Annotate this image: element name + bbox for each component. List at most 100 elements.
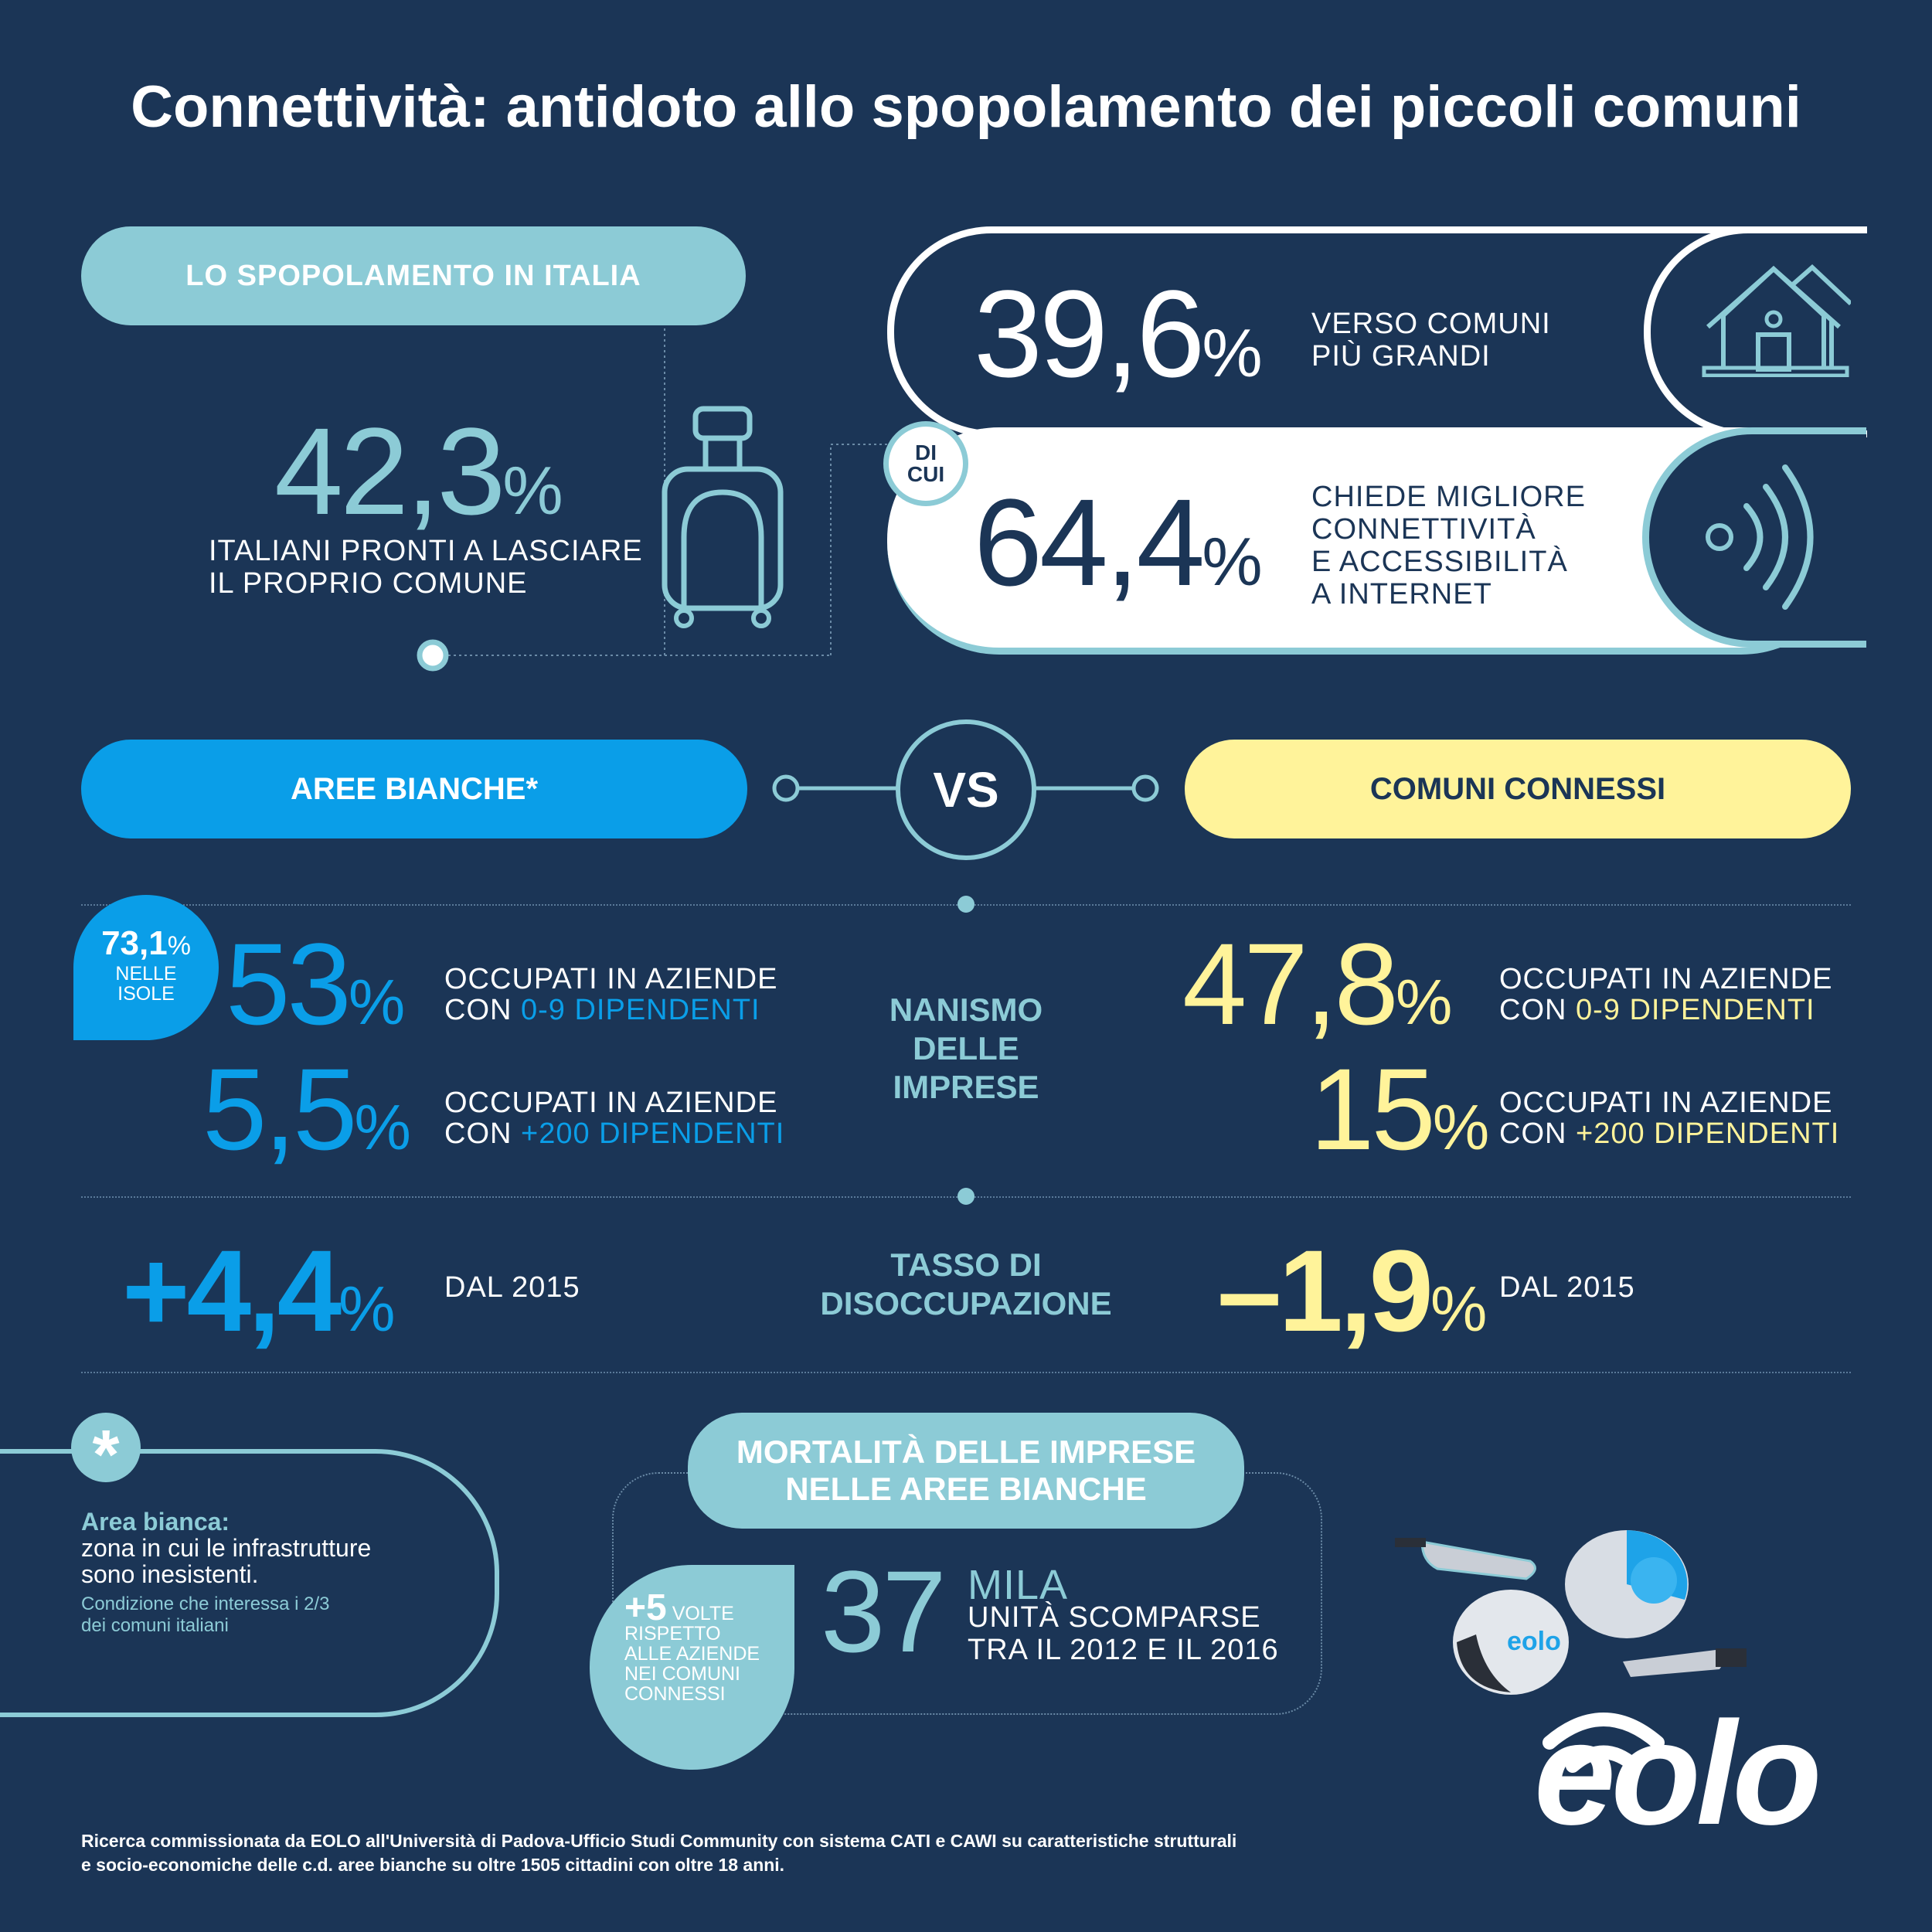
note-line: sono inesistenti. bbox=[81, 1560, 259, 1588]
caption-line: IL PROPRIO COMUNE bbox=[209, 567, 528, 600]
divider-dot bbox=[957, 896, 975, 913]
larger-towns-caption: VERSO COMUNI PIÙ GRANDI bbox=[1311, 308, 1551, 372]
caption-line: VERSO COMUNI bbox=[1311, 308, 1551, 340]
aree-large-value: 5,5% bbox=[202, 1051, 411, 1167]
isole-badge bbox=[73, 895, 219, 1040]
range-label: 0-9 DIPENDENTI bbox=[521, 994, 760, 1026]
caption-line: CON bbox=[1499, 1117, 1576, 1150]
percent-sign: % bbox=[348, 967, 406, 1038]
larger-towns-value: 39,6% bbox=[974, 272, 1263, 396]
eolo-devices-illustration: eolo bbox=[1395, 1530, 1747, 1695]
label-line: DISOCCUPAZIONE bbox=[820, 1285, 1112, 1321]
caption-line: CON bbox=[444, 994, 521, 1026]
caption-line: CON bbox=[1499, 994, 1576, 1026]
connectivity-number: 64,4 bbox=[974, 473, 1205, 611]
di-cui-badge: DI CUI bbox=[883, 421, 968, 506]
badge-line: ALLE AZIENDE bbox=[624, 1643, 760, 1665]
range-label: +200 DIPENDENTI bbox=[521, 1117, 785, 1150]
comuni-unemployment-value: –1,9% bbox=[1217, 1233, 1487, 1349]
badge-line: RISPETTO bbox=[624, 1623, 721, 1645]
comuni-connessi-label: COMUNI CONNESSI bbox=[1185, 740, 1851, 838]
mortalita-value: 37 bbox=[821, 1546, 947, 1676]
note-frame bbox=[0, 1449, 499, 1717]
caption-line: A INTERNET bbox=[1311, 578, 1492, 611]
volte-badge bbox=[590, 1565, 794, 1770]
aree-unemployment-value: +4,4% bbox=[122, 1233, 395, 1349]
header-line: MORTALITÀ DELLE IMPRESE bbox=[736, 1434, 1196, 1470]
caption-line: CHIEDE MIGLIORE bbox=[1311, 481, 1586, 513]
percent-sign: % bbox=[354, 1092, 411, 1163]
connectivity-icon-cap bbox=[1642, 427, 1866, 648]
connectivity-caption: CHIEDE MIGLIORE CONNETTIVITÀ E ACCESSIBI… bbox=[1311, 481, 1586, 611]
comuni-small-caption: OCCUPATI IN AZIENDE CON 0-9 DIPENDENTI bbox=[1499, 964, 1832, 1026]
mortalita-unit: MILA bbox=[968, 1562, 1069, 1608]
vs-label: VS bbox=[933, 762, 999, 818]
suitcase-icon bbox=[662, 406, 784, 628]
label-line: IMPRESE bbox=[893, 1069, 1039, 1105]
comuni-small-value: 47,8% bbox=[1182, 926, 1452, 1042]
caption-line: UNITÀ SCOMPARSE bbox=[968, 1601, 1261, 1634]
percent-sign: % bbox=[1202, 523, 1263, 600]
spopolamento-caption: ITALIANI PRONTI A LASCIARE IL PROPRIO CO… bbox=[209, 535, 643, 600]
badge-line: CONNESSI bbox=[624, 1683, 726, 1705]
badge-line: NELLE bbox=[115, 963, 177, 985]
percent-sign: % bbox=[502, 452, 563, 529]
larger-towns-number: 39,6 bbox=[974, 264, 1205, 403]
footer-line: Ricerca commissionata da EOLO all'Univer… bbox=[81, 1831, 1237, 1851]
badge-line: ISOLE bbox=[117, 983, 175, 1005]
label-line: NANISMO bbox=[889, 992, 1043, 1028]
caption-line: E ACCESSIBILITÀ bbox=[1311, 546, 1568, 578]
percent-sign: % bbox=[167, 931, 191, 961]
aree-small-value: 53% bbox=[226, 926, 405, 1042]
caption-line: OCCUPATI IN AZIENDE bbox=[1499, 963, 1833, 995]
page-title: Connettività: antidoto allo spopolamento… bbox=[131, 74, 1801, 140]
volte-unit: VOLTE bbox=[672, 1603, 734, 1624]
note-line: zona in cui le infrastrutture bbox=[81, 1534, 372, 1562]
aree-small-caption: OCCUPATI IN AZIENDE CON 0-9 DIPENDENTI bbox=[444, 964, 777, 1026]
nanismo-label: NANISMO DELLE IMPRESE bbox=[811, 991, 1121, 1107]
divider-dot bbox=[957, 1188, 975, 1205]
volte-badge-text: +5 VOLTE RISPETTO ALLE AZIENDE NEI COMUN… bbox=[624, 1590, 760, 1705]
aree-large-caption: OCCUPATI IN AZIENDE CON +200 DIPENDENTI bbox=[444, 1087, 784, 1149]
range-label: +200 DIPENDENTI bbox=[1576, 1117, 1840, 1150]
eolo-logo: eolo bbox=[1534, 1692, 1822, 1855]
spopolamento-number: 42,3 bbox=[274, 402, 505, 540]
percent-sign: % bbox=[1202, 315, 1263, 391]
comuni-large-caption: OCCUPATI IN AZIENDE CON +200 DIPENDENTI bbox=[1499, 1087, 1839, 1149]
label-line: DELLE bbox=[913, 1030, 1019, 1066]
volte-value: +5 bbox=[624, 1587, 667, 1628]
footer-line: e socio-economiche delle c.d. aree bianc… bbox=[81, 1855, 785, 1875]
divider bbox=[81, 1372, 1851, 1373]
caption-line: CONNETTIVITÀ bbox=[1311, 513, 1536, 546]
aree-unemployment-caption: DAL 2015 bbox=[444, 1271, 580, 1304]
comuni-large-value: 15% bbox=[1310, 1051, 1489, 1167]
badge-line: DI bbox=[915, 440, 937, 464]
mortalita-caption: UNITÀ SCOMPARSE TRA IL 2012 E IL 2016 bbox=[968, 1601, 1279, 1666]
note-text: Area bianca: zona in cui le infrastruttu… bbox=[81, 1509, 371, 1637]
badge-line: CUI bbox=[906, 462, 945, 486]
note-term: Area bianca: bbox=[81, 1508, 230, 1536]
note-sub: Condizione che interessa i 2/3 bbox=[81, 1594, 330, 1614]
aree-large-number: 5,5 bbox=[202, 1044, 358, 1174]
connectivity-value: 64,4% bbox=[974, 481, 1263, 604]
comuni-unemployment-caption: DAL 2015 bbox=[1499, 1271, 1635, 1304]
larger-towns-icon-cap bbox=[1644, 226, 1867, 437]
spopolamento-value: 42,3% bbox=[274, 410, 563, 533]
caption-line: OCCUPATI IN AZIENDE bbox=[1499, 1087, 1833, 1119]
comuni-small-number: 47,8 bbox=[1182, 919, 1399, 1049]
isole-value: 73,1 bbox=[101, 924, 168, 962]
comuni-large-number: 15 bbox=[1310, 1044, 1436, 1174]
aree-bianche-label: AREE BIANCHE* bbox=[81, 740, 747, 838]
eolo-logo-mark bbox=[1543, 1713, 1665, 1773]
caption-line: ITALIANI PRONTI A LASCIARE bbox=[209, 535, 643, 567]
asterisk-icon: * bbox=[71, 1413, 141, 1494]
caption-line: OCCUPATI IN AZIENDE bbox=[444, 963, 778, 995]
isole-badge-text: 73,1% NELLE ISOLE bbox=[73, 924, 219, 1005]
houses-icon bbox=[1702, 264, 1851, 377]
label-line: TASSO DI bbox=[890, 1247, 1042, 1283]
disoccupazione-label: TASSO DI DISOCCUPAZIONE bbox=[796, 1246, 1136, 1323]
percent-sign: % bbox=[338, 1274, 396, 1345]
footer-note: Ricerca commissionata da EOLO all'Univer… bbox=[81, 1829, 1236, 1877]
